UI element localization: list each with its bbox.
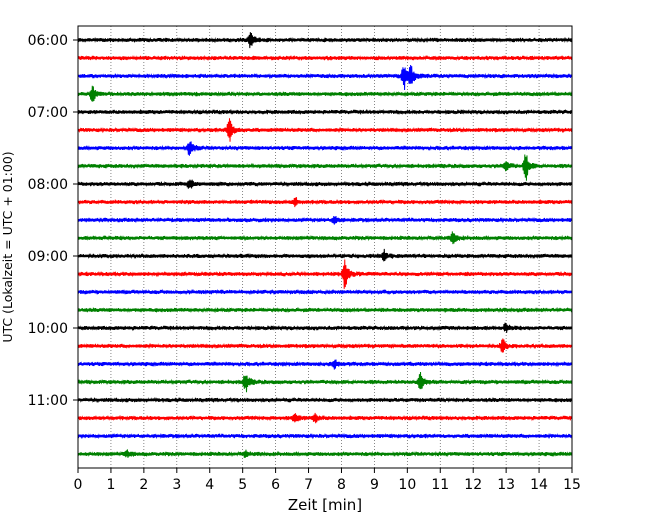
trace-0800 xyxy=(77,179,573,189)
trace-0745 xyxy=(77,154,573,181)
y-tick-label: 07:00 xyxy=(28,105,68,121)
y-tick-label: 09:00 xyxy=(28,249,68,265)
x-tick-label: 12 xyxy=(464,477,482,493)
x-tick-label: 1 xyxy=(106,477,115,493)
y-tick-label: 10:00 xyxy=(28,321,68,337)
trace-0915 xyxy=(77,259,573,289)
x-tick-label: 10 xyxy=(398,477,416,493)
x-tick-label: 7 xyxy=(304,477,313,493)
x-tick-label: 2 xyxy=(139,477,148,493)
y-tick-label: 06:00 xyxy=(28,33,68,49)
x-axis-label: Zeit [min] xyxy=(288,496,362,514)
x-tick-label: 0 xyxy=(74,477,83,493)
trace-0630 xyxy=(77,65,573,91)
x-tick-label: 5 xyxy=(238,477,247,493)
trace-1045 xyxy=(77,371,573,393)
trace-0730 xyxy=(77,141,573,156)
trace-1100 xyxy=(77,396,573,404)
x-tick-label: 4 xyxy=(205,477,214,493)
trace-1015 xyxy=(77,338,573,353)
trace-0900 xyxy=(77,248,573,262)
trace-0845 xyxy=(77,231,573,245)
trace-1000 xyxy=(77,322,573,333)
trace-1145 xyxy=(77,449,573,458)
y-tick-label: 08:00 xyxy=(28,177,68,193)
trace-0600 xyxy=(77,32,573,49)
y-tick-label: 11:00 xyxy=(28,393,68,409)
x-tick-label: 14 xyxy=(530,477,548,493)
plot-frame xyxy=(77,25,573,469)
y-axis-label: UTC (Lokalzeit = UTC + 01:00) xyxy=(0,151,15,342)
x-axis-ticks: 0 1 2 3 4 5 6 7 8 9 10 11 12 13 14 15 xyxy=(74,468,581,493)
trace-0815 xyxy=(77,197,573,208)
seismogram-traces xyxy=(77,32,573,458)
x-tick-label: 11 xyxy=(431,477,449,493)
trace-0700 xyxy=(77,108,573,116)
trace-0715 xyxy=(77,118,573,142)
trace-1115 xyxy=(77,412,573,424)
x-tick-label: 8 xyxy=(337,477,346,493)
trace-0645 xyxy=(77,85,573,102)
trace-0930 xyxy=(77,288,573,296)
x-tick-label: 15 xyxy=(563,477,581,493)
trace-0830 xyxy=(77,216,573,225)
x-tick-label: 9 xyxy=(370,477,379,493)
x-tick-label: 6 xyxy=(271,477,280,493)
x-tick-label: 3 xyxy=(172,477,181,493)
trace-1130 xyxy=(77,432,573,440)
trace-0945 xyxy=(77,306,573,314)
trace-1030 xyxy=(77,359,573,370)
y-axis-ticks: 06:00 07:00 08:00 09:00 10:00 11:00 xyxy=(28,33,78,409)
x-tick-label: 13 xyxy=(497,477,515,493)
trace-0615 xyxy=(77,54,573,62)
